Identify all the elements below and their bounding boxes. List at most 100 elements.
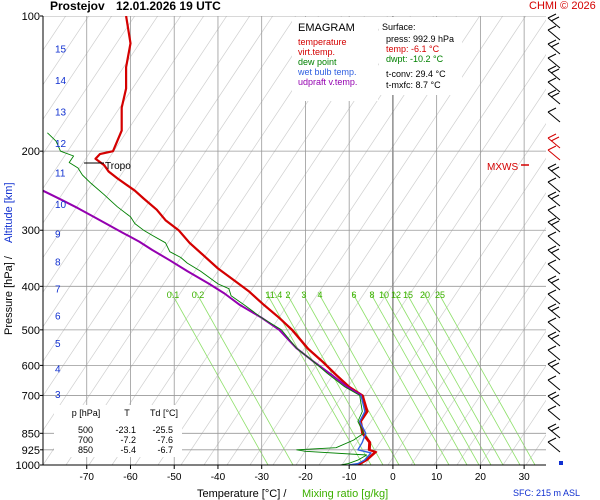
wind-barb (547, 57, 561, 69)
wind-barb-flag (547, 259, 557, 265)
legend-item-wet-bulb: wet bulb temp. (297, 67, 357, 77)
mixing-ratio-label: 20 (420, 290, 430, 300)
altitude-tick-label: 6 (55, 312, 61, 323)
wind-barb (547, 195, 561, 207)
wind-barb-flag (550, 16, 560, 22)
wind-barb-flag (547, 423, 557, 429)
table-header-td: Td [°C] (150, 408, 178, 418)
dry-adiabat (43, 16, 182, 224)
mixing-ratio-line (437, 291, 536, 465)
legend-item-dew-point: dew point (298, 57, 337, 67)
wind-barb (547, 167, 561, 179)
wind-barb (547, 235, 561, 247)
dry-adiabat (43, 16, 159, 190)
wind-barb-flag (550, 92, 560, 98)
mixing-ratio-line (170, 291, 269, 465)
legend-title: EMAGRAM (298, 22, 355, 34)
wind-barb-flag (547, 375, 557, 381)
dry-adiabat (549, 14, 600, 465)
wind-barb (547, 441, 561, 453)
dry-adiabat (295, 88, 546, 465)
surface-box (379, 17, 462, 95)
y-tick-label: 1000 (16, 460, 40, 472)
dry-adiabat (43, 16, 274, 362)
y-tick-label: 200 (22, 146, 40, 158)
mixing-ratio-label: 6 (351, 290, 356, 300)
surface-wind-marker (559, 461, 563, 465)
y-tick-label: 600 (22, 360, 40, 372)
mixing-ratio-line (301, 291, 400, 465)
wind-barb-flag (547, 25, 557, 31)
wind-barb (547, 263, 561, 275)
wind-barb (547, 395, 561, 407)
altitude-tick-label: 8 (55, 257, 61, 268)
mixing-ratio-label: 2 (285, 290, 290, 300)
x-tick-label: 0 (390, 472, 396, 483)
table-cell-td-700: -7.6 (157, 435, 173, 445)
wind-barb-flag (547, 345, 557, 351)
wind-barb (547, 43, 561, 55)
x-tick-label: -70 (80, 472, 95, 483)
surface-tconv: t-conv: 29.4 °C (386, 69, 446, 79)
dry-adiabat (43, 16, 297, 397)
mixing-ratio-label: 12 (391, 290, 401, 300)
mixing-ratio-label: 0.2 (192, 290, 205, 300)
wind-barb-flag (550, 248, 560, 254)
surface-dwpt: dwpt: -10.2 °C (386, 54, 444, 64)
mixing-ratio-line (405, 291, 504, 465)
dry-adiabat (272, 53, 546, 465)
y-tick-label: 100 (22, 11, 40, 23)
wind-barb (547, 137, 561, 149)
wind-barb (547, 69, 561, 81)
altitude-tick-label: 14 (55, 76, 67, 87)
wind-barb-flag (547, 437, 557, 443)
wind-barb (547, 221, 561, 233)
wind-barb (547, 363, 561, 375)
wind-barb-flag (550, 136, 560, 142)
wind-barb-flag (547, 205, 557, 211)
table-cell-p-850: 850 (78, 445, 93, 455)
dry-adiabat (387, 226, 546, 465)
table-box (54, 405, 182, 457)
legend-item-virt-temp: virt.temp. (298, 47, 335, 57)
wind-barb-flag (547, 107, 557, 113)
wind-barb-flag (550, 194, 560, 200)
wind-barb (547, 181, 561, 193)
wind-barb (547, 17, 561, 29)
y-axis-title-altitude: Altitude [km] (3, 182, 15, 243)
wind-barb-flag (547, 133, 557, 139)
table-cell-t-700: -7.2 (120, 435, 136, 445)
wind-barb-flag (547, 391, 557, 397)
station-name: Prostejov (50, 0, 105, 13)
mixing-ratio-label: 15 (403, 290, 413, 300)
legend-item-temperature: temperature (298, 37, 347, 47)
mixing-ratio-line (369, 291, 468, 465)
mxws-label: MXWS (487, 162, 518, 173)
y-tick-label: 925 (22, 445, 40, 457)
mixing-ratio-line (351, 291, 450, 465)
dry-adiabat (43, 16, 136, 155)
dry-adiabat (479, 365, 546, 465)
dry-adiabat (341, 157, 546, 465)
x-axis-title-mixing: Mixing ratio [g/kg] (302, 488, 388, 500)
wind-barb-flag (547, 65, 557, 71)
wind-barb-flag (547, 177, 557, 183)
wind-barb-flag (547, 39, 557, 45)
mixing-ratio-label: 1 (265, 290, 270, 300)
table-cell-t-850: -5.4 (120, 445, 136, 455)
mixing-ratio-line (422, 291, 521, 465)
altitude-tick-label: 11 (55, 168, 66, 179)
wind-barb (547, 93, 561, 105)
mixing-ratio-line (273, 291, 372, 465)
altitude-tick-label: 10 (55, 200, 67, 211)
wind-barb-flag (547, 53, 557, 59)
wind-barb (547, 427, 561, 439)
wind-barb-flag (547, 145, 557, 151)
y-axis-title-pressure: Pressure [hPa] / (3, 255, 15, 335)
wind-barb-flag (547, 163, 557, 169)
x-tick-label: -60 (123, 472, 138, 483)
y-tick-label: 400 (22, 281, 40, 293)
wind-barb-flag (547, 275, 557, 281)
x-tick-label: 30 (519, 472, 531, 483)
mixing-ratio-line (381, 291, 480, 465)
